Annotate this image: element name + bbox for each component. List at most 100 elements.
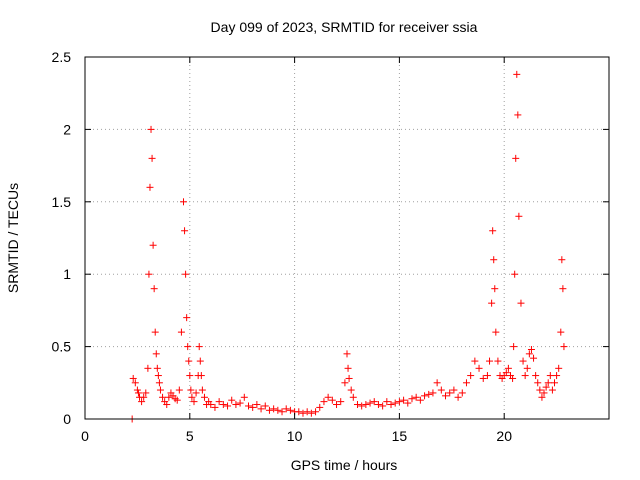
data-point (154, 372, 162, 380)
data-point (142, 389, 150, 397)
data-point (525, 350, 533, 358)
y-tick-label: 2 (63, 121, 71, 137)
data-point (486, 357, 494, 365)
data-point (519, 357, 527, 365)
data-point (494, 357, 502, 365)
data-point (138, 398, 146, 406)
data-point (358, 402, 366, 410)
data-point (163, 401, 171, 409)
chart-title: Day 099 of 2023, SRMTID for receiver ssi… (211, 19, 478, 35)
data-point (215, 398, 223, 406)
data-point (180, 198, 188, 206)
data-point (148, 154, 156, 162)
data-point (183, 314, 191, 322)
data-point (344, 364, 352, 372)
data-point (228, 396, 236, 404)
data-point (347, 386, 355, 394)
data-points (128, 70, 568, 423)
data-point (147, 125, 155, 133)
data-point (379, 402, 387, 410)
data-point (175, 386, 183, 394)
data-point (249, 403, 257, 411)
data-point (437, 386, 445, 394)
data-point (195, 343, 203, 351)
data-point (140, 393, 148, 401)
data-point (546, 372, 554, 380)
x-tick-label: 15 (392, 428, 408, 444)
data-point (558, 256, 566, 264)
data-point (155, 379, 163, 387)
data-point (412, 393, 420, 401)
data-point (559, 285, 567, 293)
data-point (374, 401, 382, 409)
data-point (185, 357, 193, 365)
data-point (425, 390, 433, 398)
data-point (278, 408, 286, 416)
axis-ticks (84, 56, 609, 420)
data-point (542, 383, 550, 391)
data-point (429, 389, 437, 397)
data-point (509, 374, 517, 382)
data-point (366, 399, 374, 407)
data-point (362, 401, 370, 409)
data-point (416, 396, 424, 404)
data-point (345, 374, 353, 382)
data-point (387, 401, 395, 409)
data-point (190, 398, 198, 406)
data-point (557, 328, 565, 336)
data-point (303, 408, 311, 416)
data-point (450, 386, 458, 394)
data-point (244, 402, 252, 410)
data-point (182, 270, 190, 278)
data-point (312, 408, 320, 416)
data-point (129, 374, 137, 382)
data-point (187, 386, 195, 394)
y-tick-label: 1.5 (52, 194, 72, 210)
data-point (548, 386, 556, 394)
data-point (514, 111, 522, 119)
data-point (479, 374, 487, 382)
data-point (383, 398, 391, 406)
data-point (492, 328, 500, 336)
data-point (400, 396, 408, 404)
data-point (510, 343, 518, 351)
data-point (534, 379, 542, 387)
data-point (538, 393, 546, 401)
data-point (219, 401, 227, 409)
data-point (299, 409, 307, 417)
y-tick-label: 2.5 (52, 49, 72, 65)
data-point (488, 299, 496, 307)
data-point (286, 406, 294, 414)
y-tick-label: 0.5 (52, 339, 72, 355)
grid-lines (85, 57, 609, 419)
y-tick-label: 1 (63, 266, 71, 282)
data-point (560, 343, 568, 351)
data-point (173, 396, 181, 404)
data-point (353, 401, 361, 409)
data-point (517, 299, 525, 307)
data-point (240, 393, 248, 401)
data-point (307, 409, 315, 417)
data-point (349, 393, 357, 401)
data-point (324, 393, 332, 401)
data-point (144, 364, 152, 372)
data-point (337, 398, 345, 406)
y-axis-label: SRMTID / TECUs (5, 183, 21, 293)
x-tick-label: 20 (496, 428, 512, 444)
data-point (270, 405, 278, 413)
data-point (177, 328, 185, 336)
data-point (133, 386, 141, 394)
data-point (198, 386, 206, 394)
data-point (532, 372, 540, 380)
data-point (536, 386, 544, 394)
data-point (207, 401, 215, 409)
data-point (146, 183, 154, 191)
data-point (433, 379, 441, 387)
data-point (181, 227, 189, 235)
data-point (282, 405, 290, 413)
data-point (156, 386, 164, 394)
data-point (343, 350, 351, 358)
x-tick-labels: 0 5 10 15 20 (81, 428, 512, 444)
data-point (471, 357, 479, 365)
data-point (454, 393, 462, 401)
